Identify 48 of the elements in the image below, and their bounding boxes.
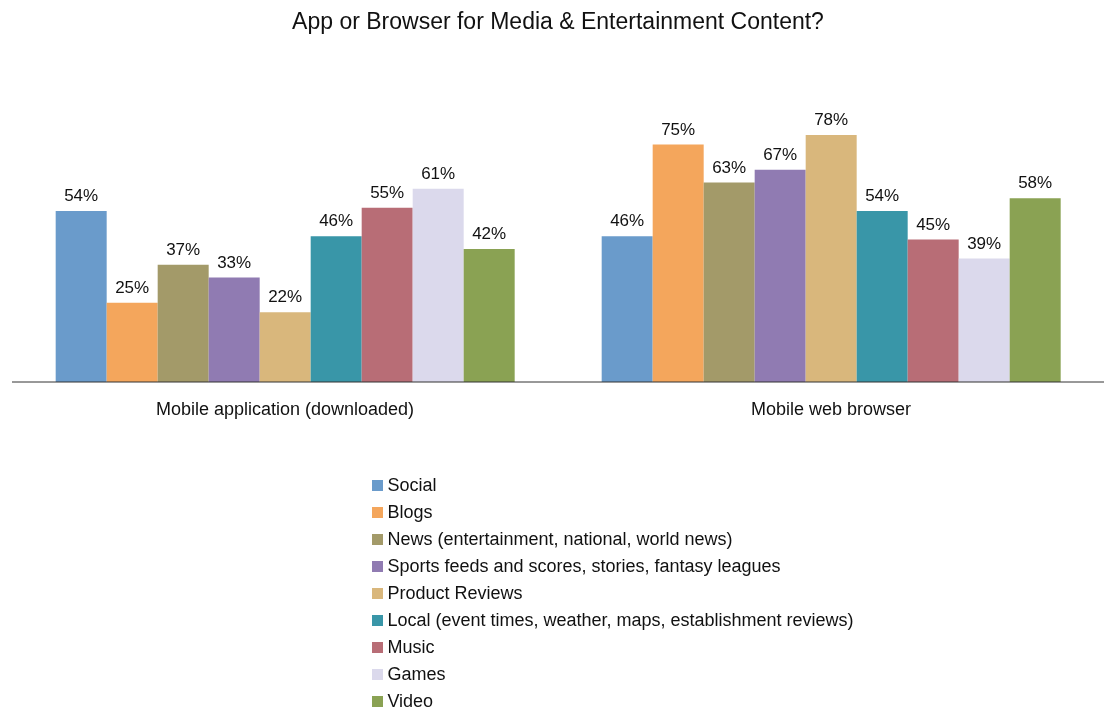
- bar: [463, 249, 515, 382]
- legend-label: Music: [387, 637, 435, 658]
- legend-label: Product Reviews: [387, 583, 523, 604]
- data-label: 46%: [319, 211, 354, 231]
- data-label: 33%: [217, 252, 252, 272]
- bar: [754, 169, 806, 382]
- data-label: 61%: [421, 163, 456, 183]
- bar: [55, 211, 107, 382]
- data-label: 39%: [967, 233, 1002, 253]
- legend-label: Local (event times, weather, maps, establishment reviews): [387, 610, 854, 631]
- bar: [259, 312, 311, 382]
- bar: [601, 236, 653, 382]
- data-label: 46%: [610, 211, 645, 231]
- bar: [157, 264, 209, 382]
- bar: [805, 135, 857, 382]
- legend-label: Video: [387, 691, 434, 712]
- data-label: 25%: [115, 277, 150, 297]
- data-label: 22%: [268, 287, 303, 307]
- bar: [361, 207, 413, 382]
- legend-label: Games: [387, 664, 446, 685]
- data-label: 67%: [763, 144, 798, 164]
- data-label: 42%: [472, 224, 507, 243]
- data-label: 54%: [865, 186, 900, 205]
- legend-label: Blogs: [387, 502, 433, 523]
- bar: [1009, 198, 1061, 382]
- bar: [412, 188, 464, 382]
- bar: [310, 236, 362, 382]
- data-label: 55%: [370, 182, 405, 202]
- bar: [106, 302, 158, 382]
- bar: [907, 239, 959, 382]
- data-label: 54%: [64, 186, 99, 205]
- data-label: 75%: [661, 119, 696, 139]
- data-label: 78%: [814, 110, 849, 129]
- bar: [958, 258, 1010, 382]
- bar: [703, 182, 755, 382]
- legend-label: Social: [387, 475, 437, 496]
- x-tick-label: Mobile application (downloaded): [155, 398, 415, 419]
- bar: [208, 277, 260, 382]
- legend-label: News (entertainment, national, world news): [387, 529, 733, 550]
- x-tick-label: Mobile web browser: [750, 398, 912, 419]
- bar: [856, 211, 908, 382]
- bar: [652, 144, 704, 382]
- data-label: 45%: [916, 214, 951, 234]
- data-label: 63%: [712, 157, 747, 177]
- data-label: 37%: [166, 239, 201, 259]
- chart-title: App or Browser for Media & Entertainment Content?: [291, 8, 825, 35]
- legend-label: Sports feeds and scores, stories, fantasy leagues: [387, 556, 781, 577]
- data-label: 58%: [1018, 173, 1053, 193]
